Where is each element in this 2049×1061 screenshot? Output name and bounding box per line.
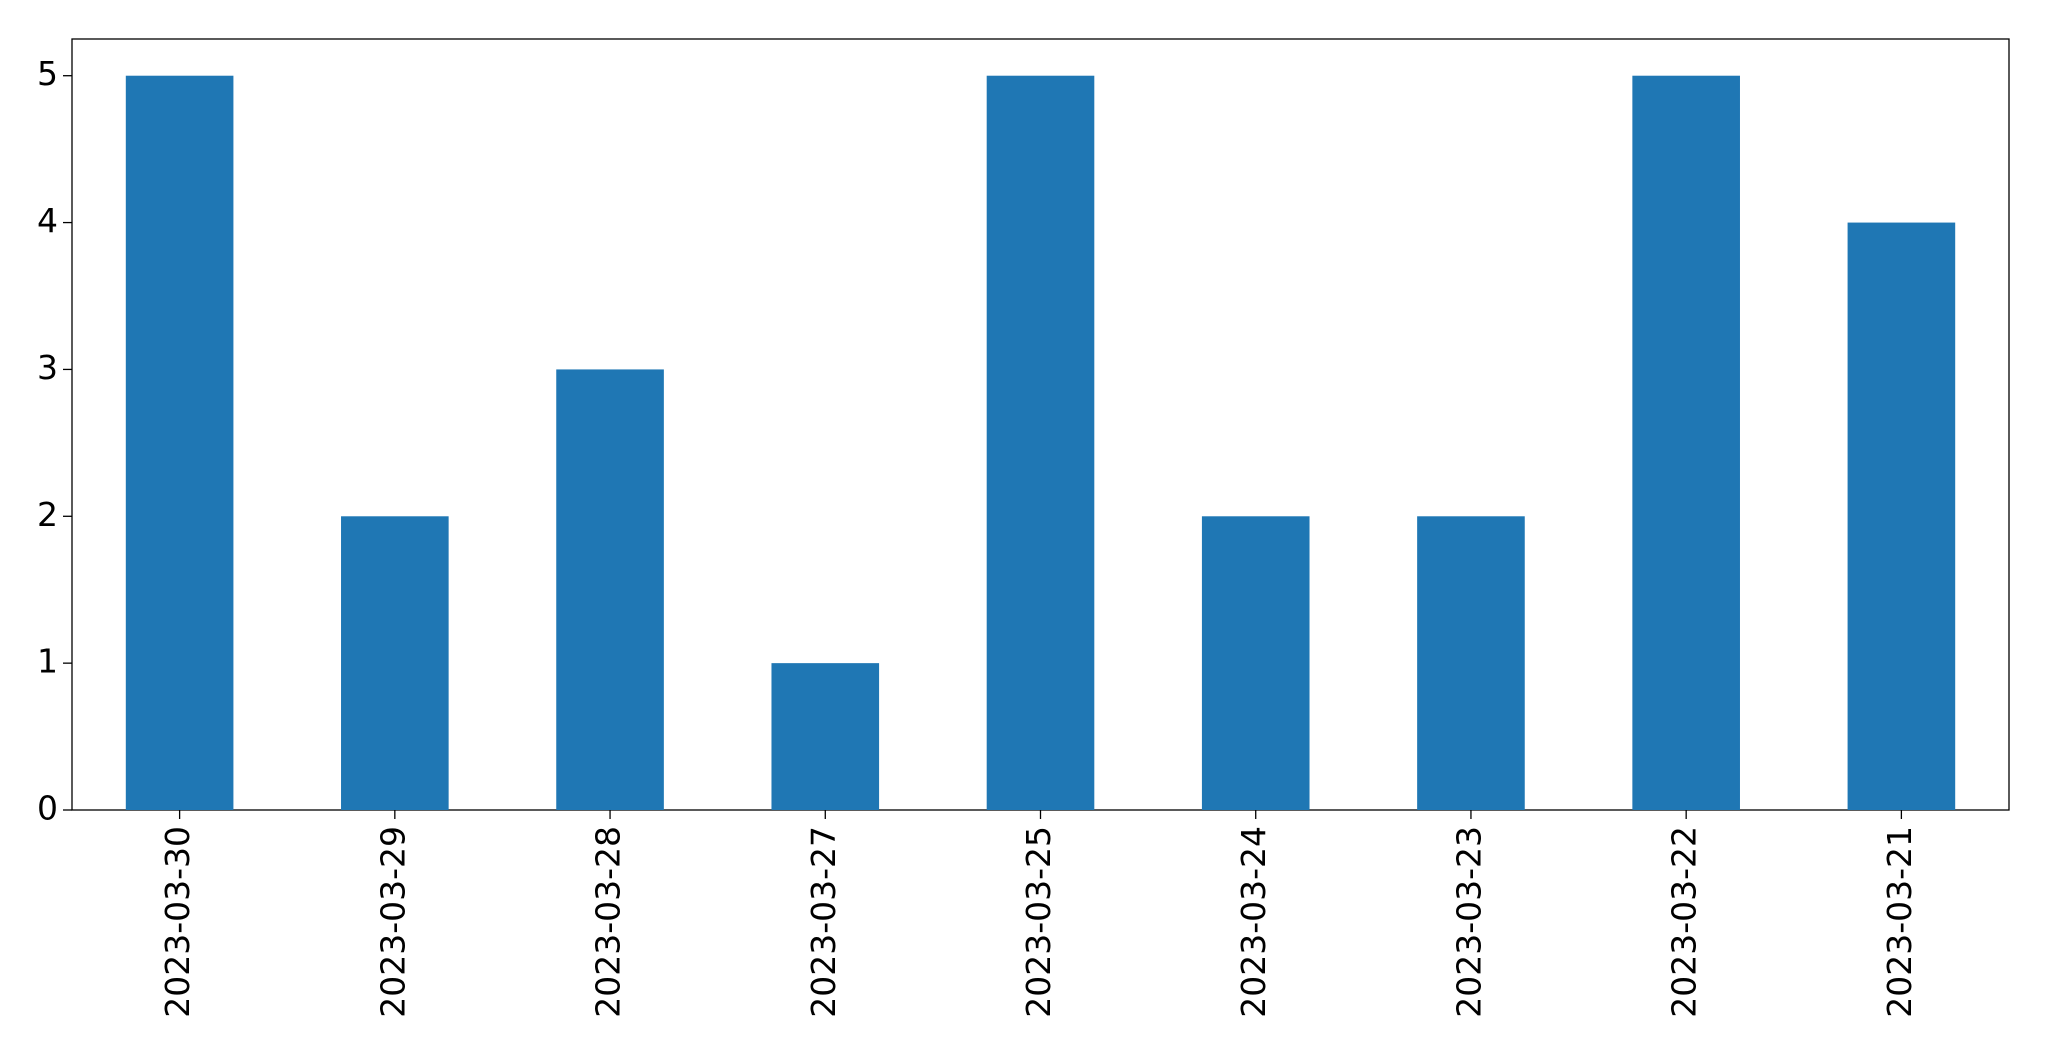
bar: [1201, 516, 1310, 810]
x-tick-label: 2023-03-24: [1234, 826, 1273, 1018]
y-tick-label: 0: [37, 789, 58, 828]
bar: [125, 75, 234, 810]
x-tick-label: 2023-03-30: [158, 826, 197, 1018]
bar: [771, 663, 880, 810]
bar: [986, 75, 1095, 810]
bar: [556, 369, 664, 810]
y-tick-label: 5: [37, 54, 58, 93]
y-tick-label: 3: [37, 348, 58, 387]
bar: [1847, 222, 1956, 811]
y-tick-label: 2: [37, 495, 58, 534]
x-tick-label: 2023-03-27: [804, 826, 843, 1018]
x-tick-label: 2023-03-28: [589, 826, 628, 1018]
bar: [341, 516, 449, 810]
x-tick-label: 2023-03-21: [1880, 826, 1919, 1018]
bar: [1417, 516, 1525, 810]
y-tick-label: 4: [37, 201, 58, 240]
x-tick-label: 2023-03-23: [1449, 826, 1488, 1018]
x-tick-label: 2023-03-29: [373, 826, 412, 1018]
x-tick-label: 2023-03-22: [1665, 826, 1704, 1018]
x-tick-label: 2023-03-25: [1019, 826, 1058, 1018]
bar: [1632, 75, 1740, 810]
y-tick-label: 1: [37, 642, 58, 681]
